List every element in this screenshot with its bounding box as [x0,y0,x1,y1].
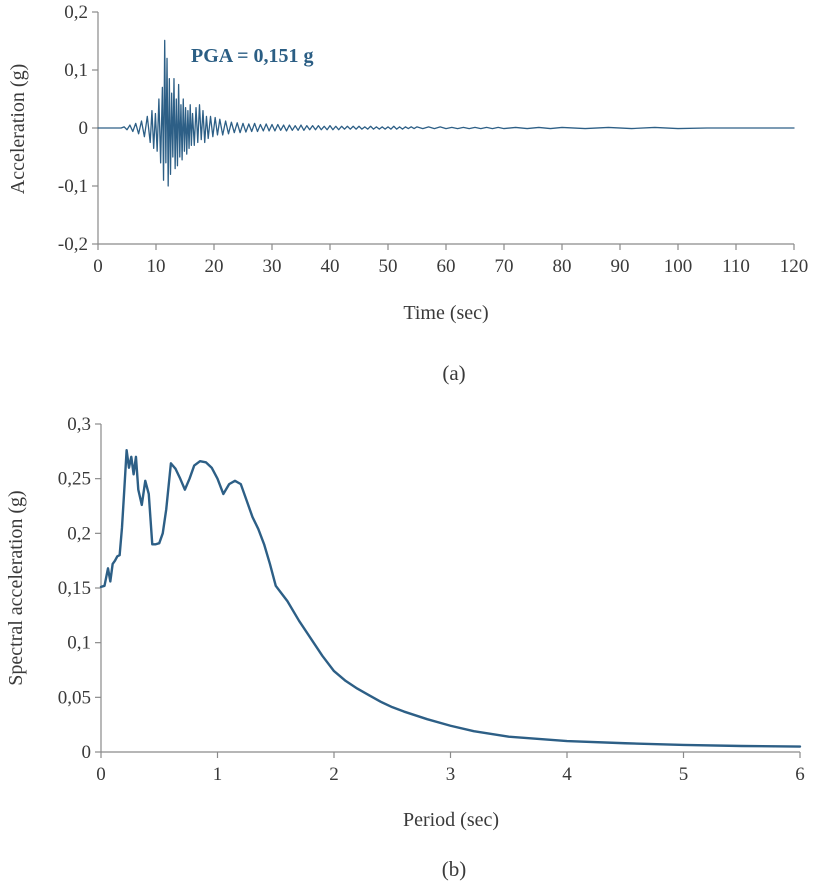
chart-a-series-line [97,39,795,187]
chart-a-x-tick-label: 80 [553,256,572,277]
chart-b-xlabel: Period (sec) [403,809,499,831]
chart-a-x-tick-label: 70 [495,256,514,277]
chart-a-x-tick-label: 30 [263,256,282,277]
chart-a-y-tick-label: -0,1 [58,176,88,197]
panel-label-a: (a) [442,361,465,385]
chart-b-x-tick-label: 2 [329,764,339,785]
chart-a-x-tick-label: 20 [205,256,224,277]
chart-b-ticks [95,423,801,758]
chart-a-x-tick-label: 110 [722,256,750,277]
chart-b-y-tick-label: 0,15 [58,578,91,599]
chart-a-x-tick-label: 90 [611,256,630,277]
chart-a-x-tick-label: 10 [147,256,166,277]
chart-b-series-line [99,449,802,748]
chart-response-spectrum: 0 0,05 0,1 0,15 0,2 0,25 0,3 0 1 2 3 4 5 6 Spectral a… [5,414,805,831]
chart-a-y-tick-label: 0,2 [64,2,88,23]
chart-a-x-tick-label: 40 [321,256,340,277]
chart-a-x-tick-label: 50 [379,256,398,277]
chart-b-x-tick-label: 6 [795,764,805,785]
chart-b-x-tick-label: 0 [96,764,106,785]
chart-a-pga-annotation: PGA = 0,151 g [191,45,314,67]
panel-label-b: (b) [442,857,467,881]
chart-a-x-tick-label: 0 [93,256,103,277]
chart-a-y-tick-label: 0,1 [64,60,88,81]
chart-b-x-tick-label: 1 [213,764,223,785]
chart-b-tick-labels: 0 0,05 0,1 0,15 0,2 0,25 0,3 0 1 2 3 4 5 6 [58,414,805,785]
chart-b-y-tick-label: 0,2 [67,523,91,544]
chart-a-ylabel: Acceleration (g) [7,64,29,194]
chart-acceleration-time-history: -0,2 -0,1 0 0,1 0,2 0 10 20 30 40 50 60 70 80 90 100 110… [7,2,808,324]
chart-a-y-tick-label: 0 [79,118,89,139]
chart-b-x-tick-label: 3 [446,764,456,785]
chart-a-x-tick-label: 120 [780,256,809,277]
chart-b-y-tick-label: 0 [82,742,92,763]
chart-b-x-tick-label: 5 [679,764,689,785]
chart-b-axes [100,424,800,753]
chart-b-x-tick-label: 4 [562,764,572,785]
chart-a-y-tick-label: -0,2 [58,234,88,255]
chart-b-y-tick-label: 0,3 [67,414,91,435]
chart-a-x-tick-label: 60 [437,256,456,277]
chart-a-xlabel: Time (sec) [403,302,488,324]
chart-a-tick-labels: -0,2 -0,1 0 0,1 0,2 0 10 20 30 40 50 60 70 80 90 100 110… [58,2,808,277]
chart-a-x-tick-label: 100 [664,256,693,277]
chart-a-ticks [92,11,795,250]
chart-b-y-tick-label: 0,05 [58,687,91,708]
chart-b-y-tick-label: 0,25 [58,469,91,490]
chart-b-y-tick-label: 0,1 [67,633,91,654]
chart-b-ylabel: Spectral acceleration (g) [5,490,27,685]
